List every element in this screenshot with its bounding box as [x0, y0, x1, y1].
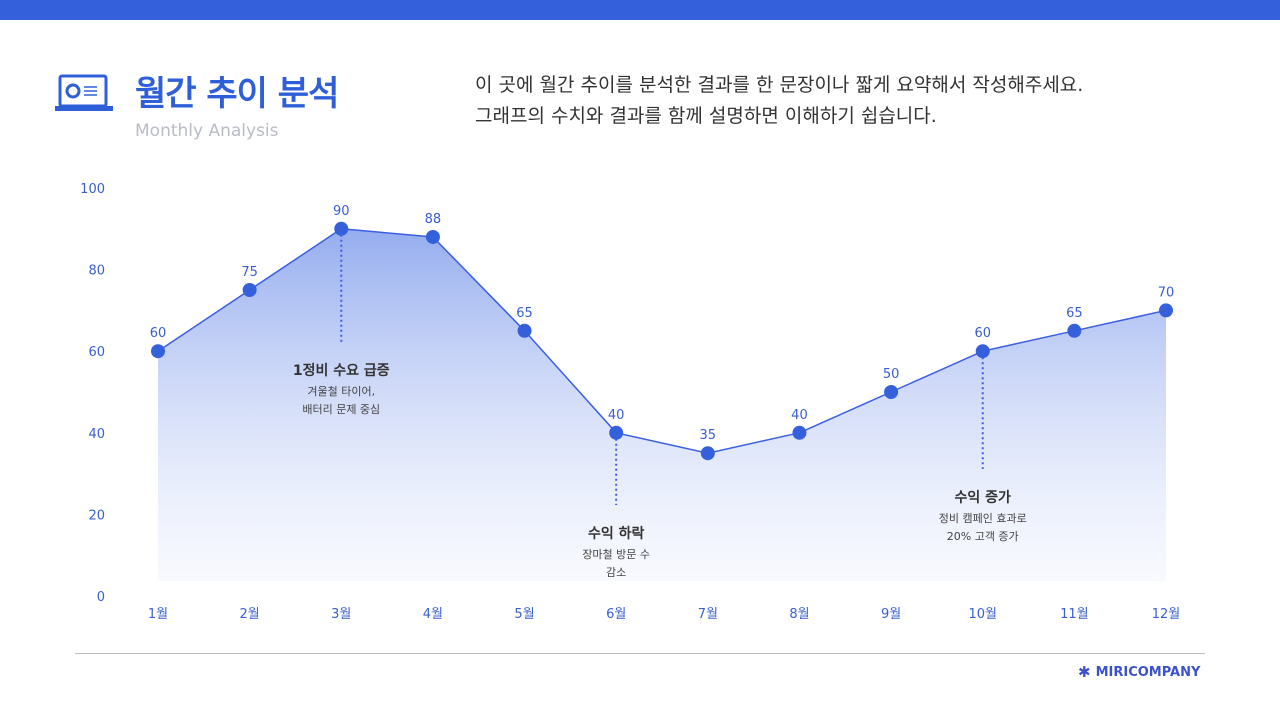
annotation-title: 수익 증가 [955, 489, 1012, 506]
annotation-text: 배터리 문제 중심 [302, 403, 380, 416]
description-line: 그래프의 수치와 결과를 함께 설명하면 이해하기 쉽습니다. [475, 105, 937, 127]
y-tick-label: 100 [80, 182, 105, 197]
x-tick-label: 8월 [789, 607, 809, 622]
data-label: 90 [333, 204, 350, 219]
x-tick-label: 10월 [968, 607, 997, 622]
annotation-text: 겨울철 타이어, [307, 385, 375, 398]
page-title: 월간 추이 분석 [135, 74, 339, 114]
description-line: 이 곳에 월간 추이를 분석한 결과를 한 문장이나 짧게 요약해서 작성해주세… [475, 74, 1084, 96]
data-point [242, 283, 257, 297]
data-point [517, 323, 532, 338]
data-point [1159, 303, 1173, 318]
data-point [425, 229, 440, 244]
data-label: 60 [150, 326, 167, 341]
annotation-text: 20% 고객 증가 [947, 530, 1019, 543]
data-point [609, 425, 624, 440]
series-line [157, 228, 1167, 454]
y-tick-label: 0 [97, 590, 105, 605]
data-point [700, 446, 715, 461]
data-label: 40 [791, 408, 808, 423]
laptop-chart-icon [55, 74, 113, 111]
annotation-text: 감소 [606, 566, 626, 579]
data-label: 88 [425, 212, 442, 227]
x-tick-label: 11월 [1060, 607, 1089, 622]
y-tick-label: 80 [88, 264, 105, 279]
brand-logo: ✱ MIRICOMPANY [1078, 663, 1200, 681]
x-tick-label: 6월 [606, 607, 626, 622]
data-point [151, 344, 165, 359]
y-tick-label: 20 [88, 508, 105, 523]
data-label: 65 [516, 306, 533, 321]
data-label: 75 [241, 265, 258, 280]
data-point [1067, 323, 1082, 338]
annotation-text: 장마철 방문 수 [582, 548, 650, 561]
footer-divider [75, 653, 1205, 654]
x-tick-label: 3월 [331, 607, 351, 622]
x-tick-label: 4월 [423, 607, 443, 622]
data-point [792, 425, 807, 440]
data-point [884, 385, 899, 399]
area-fill [158, 228, 1166, 582]
data-label: 65 [1066, 306, 1083, 321]
data-point [975, 344, 990, 359]
x-tick-label: 7월 [698, 607, 718, 622]
brand-name: MIRICOMPANY [1095, 664, 1201, 680]
annotation-title: 수익 하락 [588, 525, 645, 542]
annotation-text: 정비 캠페인 효과로 [939, 512, 1027, 525]
x-tick-label: 5월 [514, 607, 534, 622]
x-tick-label: 1월 [148, 607, 168, 622]
page-subtitle: Monthly Analysis [135, 121, 279, 141]
data-label: 40 [608, 408, 625, 423]
x-tick-label: 2월 [240, 607, 260, 622]
data-label: 60 [974, 326, 991, 341]
data-point [334, 221, 349, 236]
sparkle-icon: ✱ [1078, 663, 1091, 681]
y-tick-label: 40 [88, 427, 105, 442]
x-tick-label: 12월 [1152, 607, 1181, 622]
annotation-title: 1정비 수요 급증 [293, 362, 390, 379]
y-tick-label: 60 [88, 345, 105, 360]
data-label: 50 [883, 367, 900, 382]
top-accent-bar [0, 0, 1280, 20]
data-label: 35 [700, 428, 717, 443]
x-tick-label: 9월 [881, 607, 901, 622]
data-label: 70 [1158, 285, 1175, 300]
description: 이 곳에 월간 추이를 분석한 결과를 한 문장이나 짧게 요약해서 작성해주세… [475, 70, 1083, 132]
